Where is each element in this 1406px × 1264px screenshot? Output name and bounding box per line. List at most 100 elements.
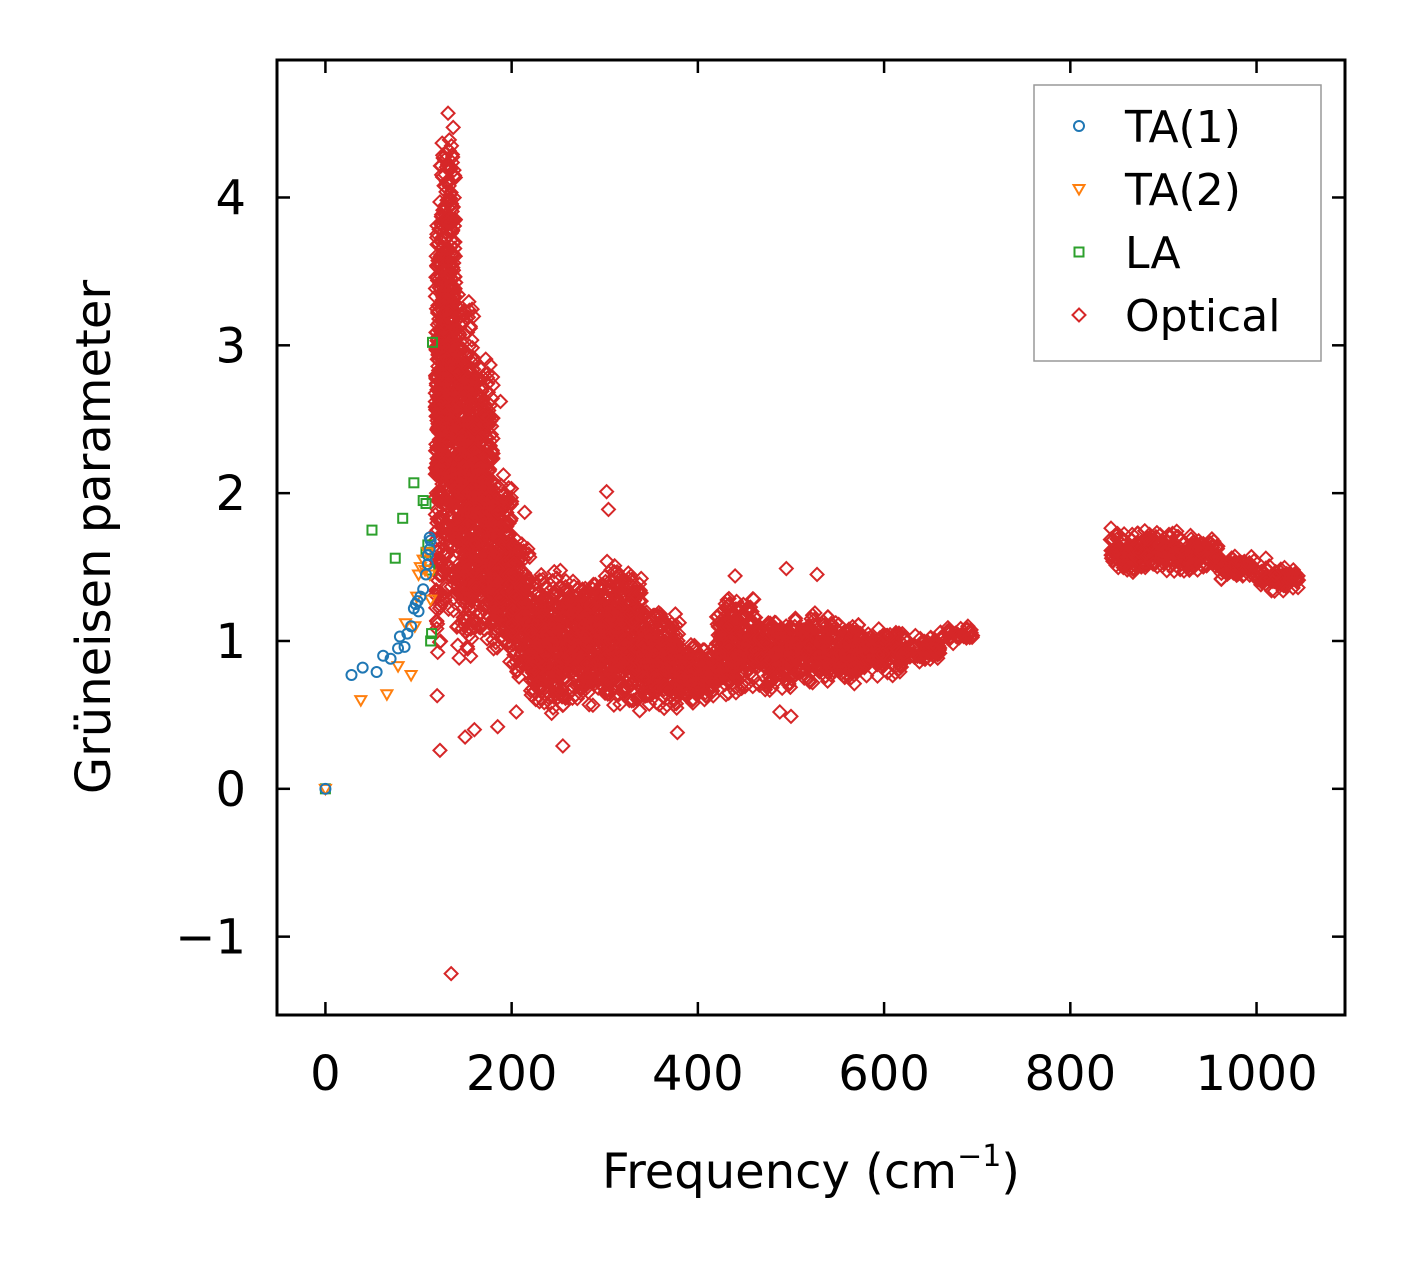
point-optical <box>646 670 663 687</box>
point-optical <box>751 622 768 639</box>
point-optical <box>441 157 457 174</box>
point-optical <box>434 488 451 505</box>
point-optical <box>763 617 780 634</box>
point-optical <box>452 326 468 343</box>
point-optical <box>522 672 539 689</box>
point-optical <box>597 590 614 607</box>
point-optical <box>492 569 509 586</box>
point-optical <box>491 608 508 625</box>
point-optical <box>606 557 623 574</box>
point-optical <box>465 361 481 378</box>
point-optical <box>467 594 484 611</box>
point-optical <box>540 670 557 687</box>
point-optical <box>452 301 468 318</box>
point-optical <box>882 626 898 643</box>
point-optical <box>625 692 642 709</box>
point-optical <box>504 616 521 633</box>
point-optical <box>625 668 642 685</box>
point-optical <box>474 380 491 397</box>
point-optical <box>534 603 550 620</box>
point-optical <box>491 520 508 536</box>
point-optical <box>547 685 564 702</box>
point-optical <box>436 323 453 339</box>
point-optical <box>823 667 840 683</box>
point-optical <box>787 612 804 629</box>
point-optical <box>474 563 491 580</box>
point-optical <box>850 662 867 679</box>
point-optical <box>445 119 462 136</box>
point-optical <box>536 575 552 592</box>
point-optical <box>458 310 475 327</box>
point-optical <box>821 653 838 670</box>
point-optical <box>453 485 469 502</box>
point-optical <box>581 696 598 713</box>
point-optical <box>713 626 729 642</box>
point-optical <box>801 674 818 690</box>
point-optical <box>487 621 503 638</box>
point-optical <box>485 598 502 614</box>
point-optical <box>481 438 498 455</box>
point-optical <box>609 671 626 688</box>
point-optical <box>603 675 619 691</box>
point-optical <box>787 666 804 683</box>
point-optical <box>512 658 529 675</box>
point-optical <box>1185 534 1202 551</box>
point-optical <box>1102 531 1119 548</box>
point-optical <box>433 229 450 246</box>
point-optical <box>527 691 544 708</box>
point-optical <box>524 615 541 631</box>
point-optical <box>455 609 472 626</box>
point-optical <box>797 642 813 659</box>
point-optical <box>573 627 590 644</box>
point-optical <box>437 145 454 162</box>
point-optical <box>582 588 599 605</box>
point-optical <box>482 357 498 373</box>
point-optical <box>1231 555 1247 571</box>
point-optical <box>731 650 748 667</box>
point-optical <box>645 632 662 648</box>
point-optical <box>1163 537 1180 554</box>
point-optical <box>763 679 780 696</box>
point-optical <box>449 364 466 380</box>
point-optical <box>1145 556 1161 572</box>
point-optical <box>523 628 540 645</box>
point-optical <box>446 162 462 179</box>
point-optical <box>721 596 738 613</box>
point-optical <box>763 652 780 669</box>
point-optical <box>573 676 590 692</box>
point-optical <box>718 620 735 636</box>
point-optical <box>437 515 454 532</box>
point-optical <box>576 649 593 666</box>
point-optical <box>460 363 476 379</box>
point-optical <box>582 636 599 653</box>
point-optical <box>869 647 886 664</box>
point-optical <box>572 618 589 635</box>
point-optical <box>633 570 650 587</box>
point-optical <box>668 695 685 712</box>
point-optical <box>813 634 830 651</box>
point-optical <box>758 652 775 668</box>
point-optical <box>512 589 529 606</box>
point-optical <box>435 496 452 513</box>
point-optical <box>609 575 626 592</box>
point-optical <box>437 580 454 597</box>
point-optical <box>459 516 476 532</box>
point-optical <box>471 359 487 376</box>
point-optical <box>479 459 496 476</box>
point-optical <box>846 675 863 692</box>
point-optical <box>820 631 837 648</box>
point-optical <box>632 584 649 601</box>
point-optical <box>440 269 457 286</box>
point-optical <box>484 443 500 459</box>
point-optical <box>528 600 544 617</box>
point-optical <box>449 618 466 635</box>
point-optical <box>689 685 706 702</box>
point-optical <box>805 616 822 633</box>
point-optical <box>471 618 487 635</box>
point-optical <box>750 675 767 692</box>
point-optical <box>870 644 887 660</box>
point-optical <box>460 346 476 363</box>
point-optical <box>884 667 901 684</box>
point-optical <box>1181 562 1198 579</box>
point-optical <box>428 613 445 630</box>
